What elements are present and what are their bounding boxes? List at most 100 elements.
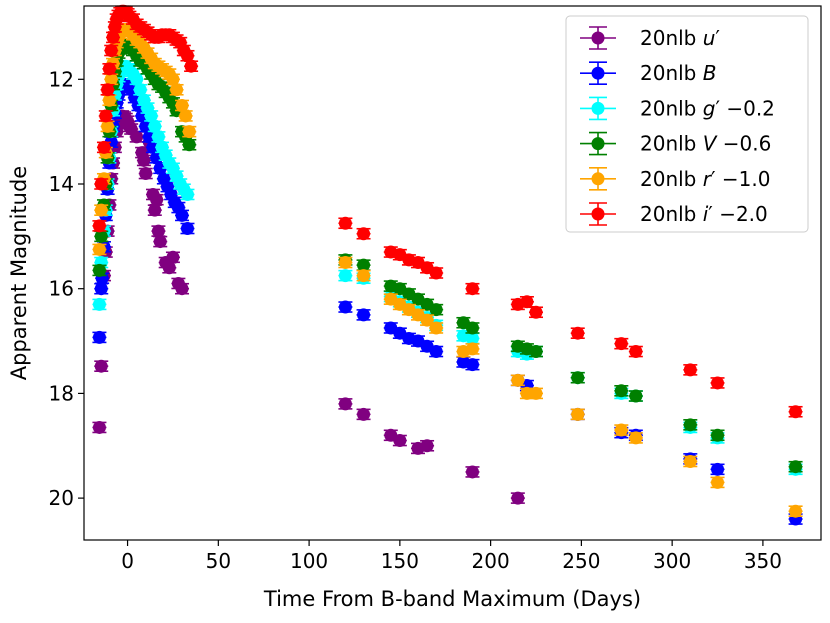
data-point xyxy=(94,203,109,217)
data-point xyxy=(162,261,177,275)
data-point xyxy=(429,321,444,335)
data-point xyxy=(356,407,371,421)
data-point xyxy=(628,345,643,359)
data-point xyxy=(356,227,371,241)
data-point xyxy=(180,222,195,235)
data-point xyxy=(510,373,525,387)
data-point xyxy=(465,342,480,356)
data-point xyxy=(169,83,184,97)
y-tick-label: 16 xyxy=(49,277,74,301)
data-point xyxy=(356,269,371,283)
data-point xyxy=(788,504,803,518)
data-point xyxy=(147,119,162,133)
data-point xyxy=(429,303,444,317)
data-point xyxy=(710,475,725,489)
y-tick-label: 20 xyxy=(49,486,74,510)
legend-item-i: 20nlb i′ −2.0 xyxy=(580,202,768,226)
legend-marker xyxy=(591,172,605,186)
data-point xyxy=(356,258,371,272)
legend-item-g: 20nlb g′ −0.2 xyxy=(580,96,775,120)
x-axis: 0 50 100 150 200 250 300 350 xyxy=(121,540,782,573)
x-tick-label: 300 xyxy=(653,549,691,573)
data-point xyxy=(182,138,197,152)
data-point xyxy=(100,83,115,97)
legend-item-u: 20nlb u′ xyxy=(580,26,720,50)
data-point xyxy=(182,125,197,139)
data-point xyxy=(788,405,803,419)
y-axis: 12 14 16 18 20 xyxy=(49,67,84,510)
data-point xyxy=(429,266,444,280)
data-point xyxy=(683,363,698,377)
data-point xyxy=(102,62,117,76)
data-point xyxy=(92,263,107,277)
data-point xyxy=(178,109,193,123)
data-point xyxy=(614,337,629,351)
x-tick-label: 250 xyxy=(562,549,600,573)
x-tick-label: 350 xyxy=(744,549,782,573)
data-point xyxy=(165,72,180,86)
data-point xyxy=(519,295,534,309)
data-point xyxy=(570,407,585,421)
data-point xyxy=(465,321,480,335)
axes-frame xyxy=(83,5,822,541)
data-point xyxy=(98,109,113,123)
legend-item-V: 20nlb V −0.6 xyxy=(580,132,771,156)
data-point xyxy=(628,389,643,403)
data-point xyxy=(175,208,190,222)
data-point xyxy=(338,397,353,411)
data-point xyxy=(338,216,353,230)
data-point xyxy=(570,326,585,340)
data-point xyxy=(420,439,435,453)
data-point xyxy=(165,250,180,264)
data-point xyxy=(180,187,195,201)
data-point xyxy=(710,462,725,476)
data-point xyxy=(96,140,111,154)
data-point xyxy=(338,256,353,270)
legend-label: 20nlb i′ −2.0 xyxy=(640,202,768,226)
legend-frame xyxy=(565,15,809,233)
legend-item-B: 20nlb B xyxy=(580,61,716,85)
data-point xyxy=(614,423,629,437)
legend-marker xyxy=(591,101,605,115)
data-point xyxy=(465,465,480,479)
data-point xyxy=(628,431,643,445)
data-point xyxy=(392,434,407,448)
legend-marker xyxy=(591,207,605,221)
data-point xyxy=(92,420,107,434)
data-point xyxy=(153,235,168,249)
legend-item-r: 20nlb r′ −1.0 xyxy=(580,167,770,191)
data-point xyxy=(710,376,725,390)
data-point xyxy=(136,153,151,167)
data-point xyxy=(184,59,199,73)
x-axis-label: Time From B-band Maximum (Days) xyxy=(263,587,641,611)
y-tick-label: 12 xyxy=(49,67,74,91)
data-point xyxy=(465,282,480,296)
data-point xyxy=(510,491,525,505)
data-point xyxy=(175,282,190,296)
data-point xyxy=(144,109,159,123)
data-point xyxy=(529,386,544,400)
data-point xyxy=(465,358,480,372)
data-point xyxy=(104,44,119,57)
series-i xyxy=(92,4,803,419)
data-point xyxy=(356,308,371,322)
legend-label: 20nlb B xyxy=(640,61,716,85)
data-point xyxy=(529,345,544,359)
data-point xyxy=(529,305,544,319)
plot-area xyxy=(92,4,803,526)
legend-marker xyxy=(591,66,605,80)
data-point xyxy=(138,167,153,181)
data-point xyxy=(92,242,107,256)
data-point xyxy=(338,269,353,283)
data-point xyxy=(338,300,353,314)
data-point xyxy=(614,384,629,398)
y-axis-label: Apparent Magnitude xyxy=(7,166,31,380)
x-tick-label: 100 xyxy=(290,549,328,573)
data-point xyxy=(92,330,107,344)
legend: 20nlb u′ 20nlb B 20nlb g′ −0.2 20nlb V −0.6… xyxy=(565,15,809,233)
data-point xyxy=(175,98,190,112)
legend-label: 20nlb g′ −0.2 xyxy=(640,96,775,120)
x-tick-label: 0 xyxy=(121,549,134,573)
data-point xyxy=(570,371,585,385)
